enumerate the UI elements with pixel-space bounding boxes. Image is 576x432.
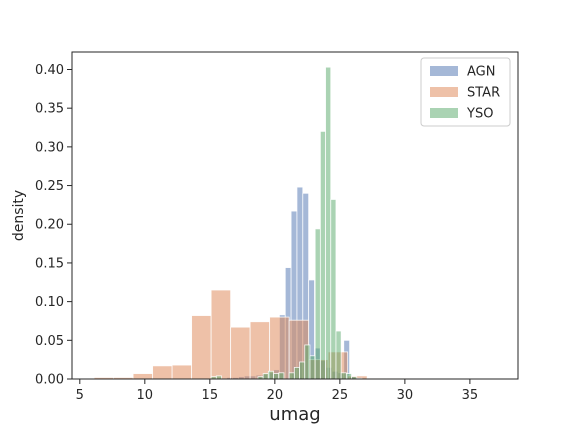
x-axis: 5 10 15 20 25 30 35 (76, 379, 479, 403)
y-axis-label: density (11, 190, 27, 241)
bar-yso-14 (278, 372, 285, 380)
bar-star-4 (171, 364, 193, 380)
x-tick-label: 10 (137, 388, 154, 403)
bar-yso-20 (309, 355, 316, 380)
x-tick-label: 35 (462, 388, 479, 403)
y-tick-label: 0.20 (35, 218, 64, 233)
y-axis: 0.00 0.05 0.10 0.15 0.20 0.25 0.30 0.35 0.40 (35, 63, 72, 388)
legend-swatch-yso (430, 108, 458, 118)
y-tick-label: 0.25 (35, 179, 64, 194)
y-tick-label: 0.35 (35, 102, 64, 117)
legend-label-agn: AGN (467, 65, 495, 80)
x-tick-label: 30 (397, 388, 414, 403)
bar-yso-26 (340, 372, 347, 380)
bar-yso-11 (262, 373, 269, 380)
y-tick-label: 0.10 (35, 295, 64, 310)
x-tick-label: 15 (202, 388, 219, 403)
bar-yso-24 (330, 199, 337, 380)
legend: AGN STAR YSO (420, 57, 511, 127)
legend-label-yso: YSO (466, 107, 493, 122)
bar-yso-13 (273, 373, 280, 380)
bar-star-7 (230, 326, 251, 380)
y-tick-label: 0.30 (35, 140, 64, 155)
bar-star-3 (152, 365, 173, 380)
y-tick-label: 0.40 (35, 63, 64, 78)
histogram-bars (93, 66, 505, 380)
bar-yso-12 (267, 370, 274, 380)
bar-yso-21 (314, 228, 321, 380)
bar-star-5 (191, 315, 212, 380)
bar-star-6 (210, 289, 232, 380)
bar-yso-25 (335, 330, 342, 380)
bar-star-2 (132, 373, 154, 380)
x-tick-label: 5 (76, 388, 84, 403)
legend-swatch-agn (430, 66, 458, 76)
bar-yso-23 (325, 66, 332, 380)
bar-yso-19 (304, 344, 311, 380)
y-tick-label: 0.00 (35, 373, 64, 388)
bar-yso-18 (299, 361, 306, 380)
x-axis-label: umag (269, 404, 320, 425)
y-tick-label: 0.15 (35, 256, 64, 271)
bar-star-8 (249, 321, 271, 380)
bar-yso-27 (345, 373, 352, 380)
plot-frame (71, 51, 519, 380)
x-tick-label: 25 (332, 388, 349, 403)
legend-label-star: STAR (467, 86, 500, 101)
legend-swatch-star (430, 87, 458, 97)
x-tick-label: 20 (267, 388, 284, 403)
bar-yso-16 (288, 372, 295, 380)
bar-star-9 (269, 316, 290, 380)
bar-yso-22 (319, 130, 326, 380)
bar-yso-17 (293, 366, 300, 380)
y-tick-label: 0.05 (35, 334, 64, 349)
